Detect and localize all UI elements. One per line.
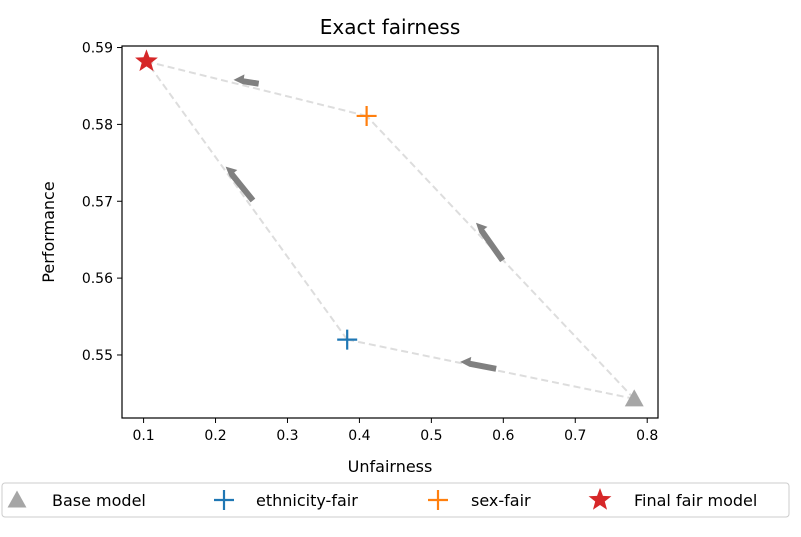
legend-label-final-fair-model: Final fair model (634, 491, 757, 510)
x-tick-label: 0.3 (276, 428, 298, 444)
path-line (365, 115, 635, 400)
legend-box (1, 482, 790, 518)
x-axis: 0.1 0.2 0.3 0.4 0.5 0.6 0.7 0.8 (132, 418, 658, 444)
y-axis-label: Performance (39, 181, 58, 282)
x-tick-label: 0.1 (132, 428, 154, 444)
legend-marker-final-fair-model (588, 488, 612, 510)
y-axis: 0.55 0.56 0.57 0.58 0.59 (82, 41, 122, 364)
point-sex-fair (356, 105, 377, 126)
x-tick-label: 0.6 (492, 428, 514, 444)
legend-label-sex-fair: sex-fair (471, 491, 531, 510)
point-ethnicity-fair (337, 329, 358, 350)
direction-arrow (225, 166, 256, 203)
x-tick-label: 0.8 (636, 428, 658, 444)
y-tick-label: 0.58 (82, 117, 113, 133)
point-base-model (624, 389, 644, 407)
direction-arrow (475, 222, 506, 263)
legend-label-base-model: Base model (52, 491, 146, 510)
legend-label-ethnicity-fair: ethnicity-fair (256, 491, 358, 510)
data-points (135, 49, 644, 407)
y-tick-label: 0.55 (82, 348, 113, 364)
point-final-fair-model (135, 49, 158, 72)
direction-arrow (233, 74, 260, 87)
y-tick-label: 0.59 (82, 41, 113, 57)
x-tick-label: 0.7 (564, 428, 586, 444)
y-tick-label: 0.56 (82, 271, 113, 287)
direction-arrows (225, 74, 506, 372)
plot-area-frame (121, 45, 659, 419)
legend-marker-sex-fair (428, 490, 448, 510)
path-line (146, 60, 367, 117)
path-line (145, 60, 349, 341)
x-axis-label: Unfairness (348, 457, 433, 476)
legend: Base model ethnicity-fair sex-fair Final fa… (1, 482, 790, 518)
chart-title: Exact fairness (320, 15, 460, 39)
y-tick-label: 0.57 (82, 194, 113, 210)
legend-marker-ethnicity-fair (214, 490, 234, 510)
legend-marker-base-model (7, 490, 27, 508)
x-tick-label: 0.2 (204, 428, 226, 444)
direction-arrow (460, 356, 497, 372)
x-tick-label: 0.5 (420, 428, 442, 444)
connection-paths (145, 60, 635, 400)
x-tick-label: 0.4 (348, 428, 370, 444)
